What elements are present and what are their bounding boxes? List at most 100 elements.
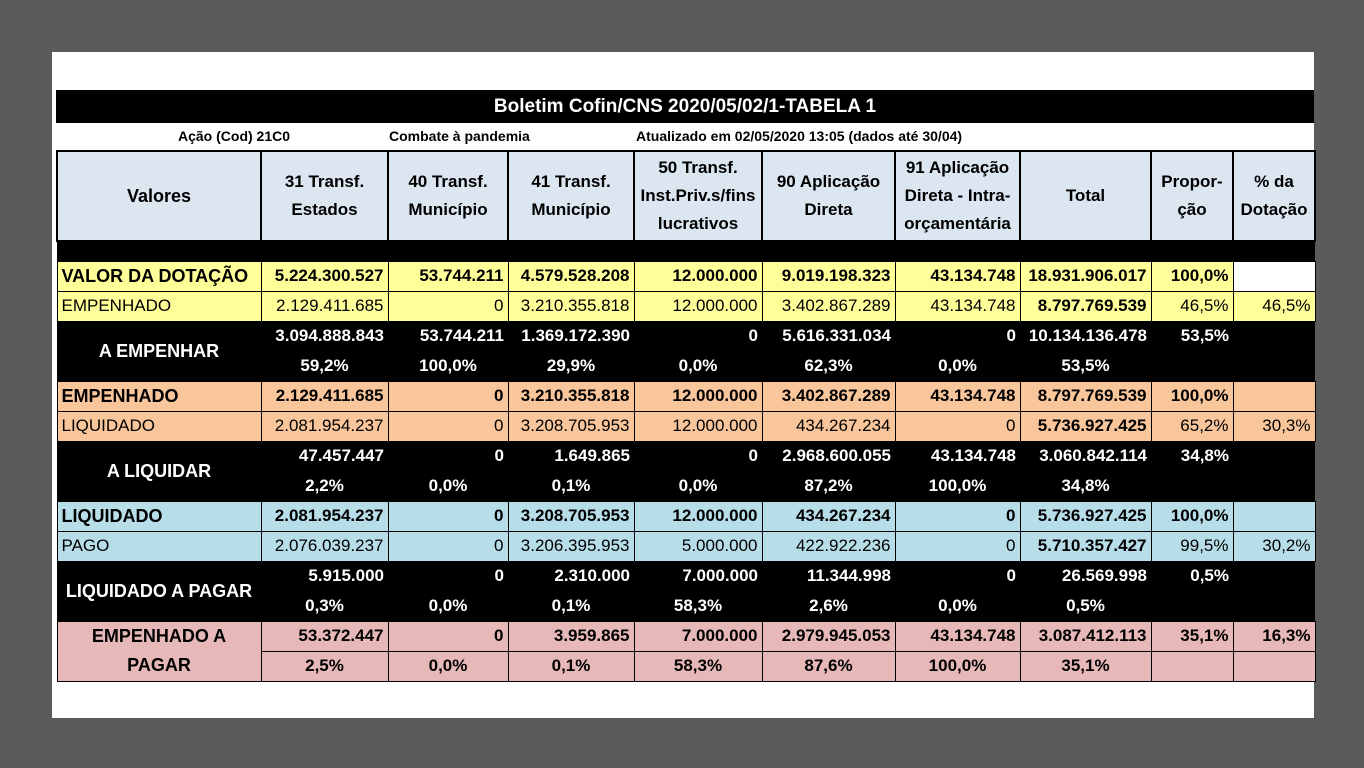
table-cell: 3.402.867.289 <box>761 380 896 412</box>
table-cell <box>1151 351 1233 381</box>
table-cell: 7.000.000 <box>634 561 762 591</box>
table-cell: 59,2% <box>261 351 388 381</box>
table-cell: 0,3% <box>261 591 388 621</box>
table-cell <box>1233 591 1315 621</box>
table-cell: 0 <box>894 410 1021 442</box>
table-cell: 7.000.000 <box>633 620 763 652</box>
table-cell: 2.968.600.055 <box>762 441 895 471</box>
table-cell: 5.915.000 <box>261 561 388 591</box>
table-cell: 0 <box>894 500 1021 532</box>
table-cell: 12.000.000 <box>633 500 763 532</box>
table-cell: 0,0% <box>634 351 762 381</box>
table-cell: 5.736.927.425 <box>1019 410 1152 442</box>
table-cell: 100,0% <box>1150 380 1234 412</box>
updated-note: Atualizado em 02/05/2020 13:05 (dados at… <box>636 128 963 144</box>
table-cell <box>1232 260 1316 292</box>
table-cell: 0,0% <box>387 650 509 682</box>
budget-table: Valores 31 Transf. Estados 40 Transf. Mu… <box>56 150 1316 682</box>
table-cell: 2.129.411.685 <box>260 380 389 412</box>
table-cell: 0,1% <box>508 471 634 501</box>
table-cell: 0,0% <box>634 471 762 501</box>
table-cell: 0 <box>388 561 508 591</box>
table-cell <box>1233 321 1315 351</box>
table-cell: 3.087.412.113 <box>1019 620 1152 652</box>
table-cell: 5.224.300.527 <box>260 260 389 292</box>
table-cell: 30,2% <box>1232 530 1316 562</box>
header-col: Propor-ção <box>1150 150 1234 242</box>
table-cell <box>1233 471 1315 501</box>
table-cell: 2.129.411.685 <box>260 290 389 322</box>
table-cell: 30,3% <box>1232 410 1316 442</box>
table-cell <box>1233 561 1315 591</box>
table-cell: 12.000.000 <box>633 260 763 292</box>
table-cell: 422.922.236 <box>761 530 896 562</box>
table-cell: 2.076.039.237 <box>260 530 389 562</box>
row-label: A LIQUIDAR <box>57 441 261 501</box>
table-cell: 34,8% <box>1151 441 1233 471</box>
header-col: % da Dotação <box>1232 150 1316 242</box>
table-row-empenhado-a-pagar: EMPENHADO A 53.372.447 0 3.959.865 7.000… <box>56 620 1316 652</box>
table-cell: 3.210.355.818 <box>507 290 635 322</box>
table-cell: 0,0% <box>895 351 1020 381</box>
table-cell: 43.134.748 <box>894 260 1021 292</box>
table-cell: 2,5% <box>260 650 389 682</box>
row-label: PAGO <box>56 530 262 562</box>
table-row-liquidado: LIQUIDADO 2.081.954.237 0 3.208.705.953 … <box>56 410 1316 442</box>
table-cell: 8.797.769.539 <box>1019 290 1152 322</box>
row-label: LIQUIDADO A PAGAR <box>57 561 261 621</box>
table-cell: 5.000.000 <box>633 530 763 562</box>
spacer-row <box>57 241 1315 261</box>
table-cell: 3.210.355.818 <box>507 380 635 412</box>
table-cell: 10.134.136.478 <box>1020 321 1151 351</box>
table-cell: 35,1% <box>1150 620 1234 652</box>
row-label: LIQUIDADO <box>56 410 262 442</box>
table-cell: 100,0% <box>388 351 508 381</box>
table-row-empenhado-2: EMPENHADO 2.129.411.685 0 3.210.355.818 … <box>56 380 1316 412</box>
table-row-liquidado-a-pagar-pct: 0,3% 0,0% 0,1% 58,3% 2,6% 0,0% 0,5% <box>57 591 1315 621</box>
table-cell: 2,6% <box>762 591 895 621</box>
table-cell: 43.134.748 <box>895 441 1020 471</box>
table-cell: 0 <box>387 620 509 652</box>
header-col: 91 Aplicação Direta - Intra-orçamentária <box>894 150 1021 242</box>
table-row-dotacao: VALOR DA DOTAÇÃO 5.224.300.527 53.744.21… <box>56 260 1316 292</box>
table-cell <box>1232 650 1316 682</box>
row-label: EMPENHADO <box>56 290 262 322</box>
table-cell: 434.267.234 <box>761 500 896 532</box>
table-cell: 2.081.954.237 <box>260 500 389 532</box>
table-cell: 26.569.998 <box>1020 561 1151 591</box>
table-row-a-empenhar-pct: 59,2% 100,0% 29,9% 0,0% 62,3% 0,0% 53,5% <box>57 351 1315 381</box>
table-cell: 2,2% <box>261 471 388 501</box>
table-cell: 3.206.395.953 <box>507 530 635 562</box>
table-cell: 100,0% <box>894 650 1021 682</box>
table-cell: 46,5% <box>1232 290 1316 322</box>
header-col: 40 Transf. Município <box>387 150 509 242</box>
table-cell: 29,9% <box>508 351 634 381</box>
table-cell: 53,5% <box>1020 351 1151 381</box>
table-cell <box>1233 351 1315 381</box>
table-cell: 53.372.447 <box>260 620 389 652</box>
table-row-liquidado-2: LIQUIDADO 2.081.954.237 0 3.208.705.953 … <box>56 500 1316 532</box>
table-cell: 2.979.945.053 <box>761 620 896 652</box>
table-cell: 0 <box>634 441 762 471</box>
table-row-a-liquidar-pct: 2,2% 0,0% 0,1% 0,0% 87,2% 100,0% 34,8% <box>57 471 1315 501</box>
table-cell: 46,5% <box>1150 290 1234 322</box>
table-cell: 34,8% <box>1020 471 1151 501</box>
table-cell: 5.736.927.425 <box>1019 500 1152 532</box>
table-cell: 0 <box>894 530 1021 562</box>
table-cell: 3.208.705.953 <box>507 500 635 532</box>
table-cell: 100,0% <box>1150 500 1234 532</box>
row-label: EMPENHADO A <box>56 620 262 651</box>
row-label: VALOR DA DOTAÇÃO <box>56 260 262 292</box>
table-title: Boletim Cofin/CNS 2020/05/02/1-TABELA 1 <box>56 90 1314 123</box>
table-cell: 3.094.888.843 <box>261 321 388 351</box>
table-cell: 0,0% <box>388 591 508 621</box>
table-cell: 58,3% <box>634 591 762 621</box>
table-cell: 0 <box>634 321 762 351</box>
table-cell: 18.931.906.017 <box>1019 260 1152 292</box>
table-cell: 0,5% <box>1020 591 1151 621</box>
table-cell: 58,3% <box>633 650 763 682</box>
table-cell: 62,3% <box>762 351 895 381</box>
table-cell: 434.267.234 <box>761 410 896 442</box>
table-cell: 43.134.748 <box>894 290 1021 322</box>
header-col: 50 Transf. Inst.Priv.s/fins lucrativos <box>633 150 763 242</box>
